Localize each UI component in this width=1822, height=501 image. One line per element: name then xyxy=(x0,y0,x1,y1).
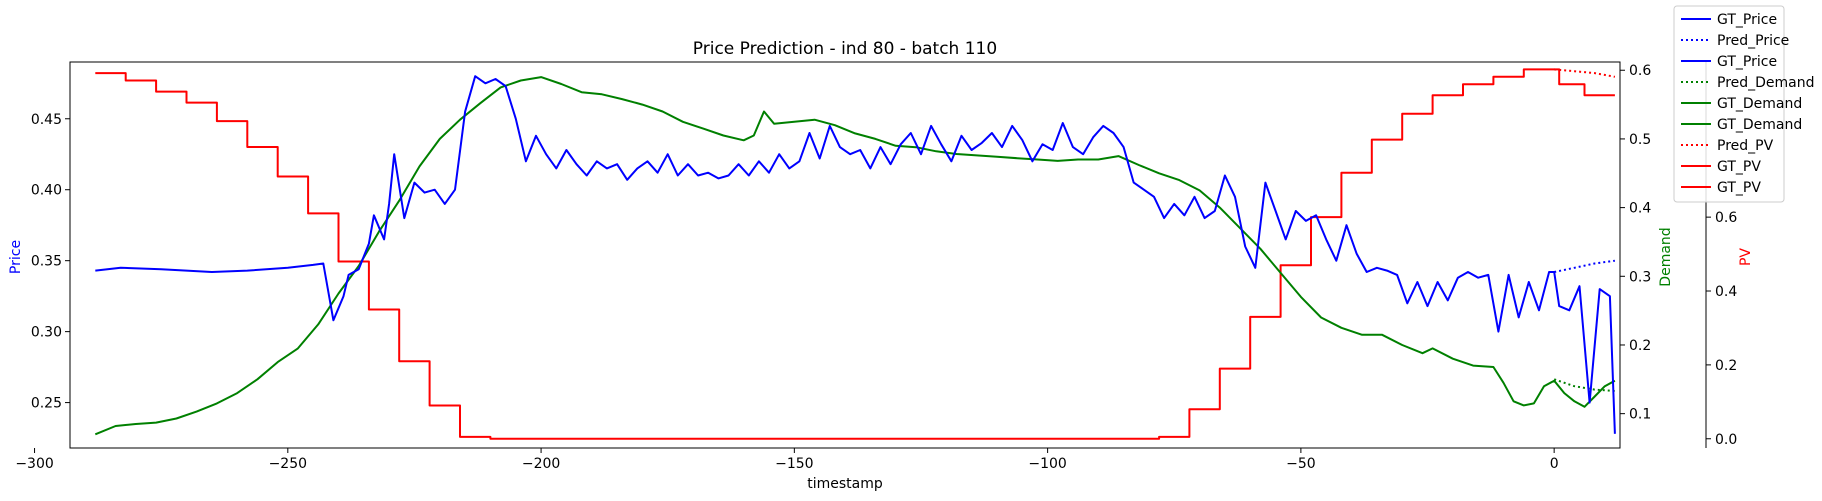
price-axis: 0.25 0.30 0.35 0.40 0.45 xyxy=(31,112,70,412)
price-axis-label: Price xyxy=(8,240,24,274)
series-line-pred-pv xyxy=(1554,68,1616,78)
series-line-pred-demand xyxy=(1553,378,1615,392)
legend-label: GT_Price xyxy=(1717,54,1777,70)
legend-label: GT_PV xyxy=(1717,159,1761,175)
x-tick-label: −50 xyxy=(1286,456,1316,472)
legend: GT_Price Pred_Price GT_Price Pred_Demand GT_… xyxy=(1673,5,1815,203)
demand-tick-label: 0.4 xyxy=(1629,201,1651,217)
pv-axis-label: PV xyxy=(1738,248,1754,266)
x-tick-label: −100 xyxy=(1028,456,1066,472)
plot-lines xyxy=(94,68,1616,440)
x-tick-label: −200 xyxy=(522,456,560,472)
legend-label: Pred_Price xyxy=(1717,33,1789,49)
series-line-pred-price xyxy=(1553,259,1616,273)
demand-tick-label: 0.5 xyxy=(1629,132,1651,148)
x-tick-label: −300 xyxy=(15,456,53,472)
legend-label: GT_Demand xyxy=(1717,96,1802,112)
legend-label: GT_Price xyxy=(1717,12,1777,28)
x-axis: −300 −250 −200 −150 −100 −50 0 xyxy=(15,448,1559,472)
legend-label: Pred_PV xyxy=(1717,138,1774,154)
pv-axis: 0.0 0.2 0.4 0.6 xyxy=(1705,62,1737,448)
demand-tick-label: 0.2 xyxy=(1629,338,1651,354)
series-line-gt-demand xyxy=(94,76,1616,436)
x-axis-label: timestamp xyxy=(807,476,883,492)
demand-tick-label: 0.3 xyxy=(1629,269,1651,285)
chart-title: Price Prediction - ind 80 - batch 110 xyxy=(693,39,997,59)
demand-tick-label: 0.6 xyxy=(1629,63,1651,79)
legend-label: GT_Demand xyxy=(1717,117,1802,133)
pv-tick-label: 0.0 xyxy=(1715,432,1737,448)
pv-tick-label: 0.2 xyxy=(1715,358,1737,374)
demand-axis: 0.1 0.2 0.3 0.4 0.5 0.6 xyxy=(1620,63,1651,423)
legend-label: Pred_Demand xyxy=(1717,75,1815,91)
price-tick-label: 0.25 xyxy=(31,396,62,412)
price-tick-label: 0.35 xyxy=(31,254,62,270)
price-tick-label: 0.40 xyxy=(31,183,62,199)
price-tick-label: 0.30 xyxy=(31,325,62,341)
x-tick-label: −250 xyxy=(269,456,307,472)
plot-frame xyxy=(69,61,1621,449)
demand-axis-label: Demand xyxy=(1658,227,1674,286)
legend-label: GT_PV xyxy=(1717,180,1761,196)
series-line-gt-price xyxy=(95,75,1616,434)
demand-tick-label: 0.1 xyxy=(1629,407,1651,423)
series-line-gt-pv xyxy=(95,68,1615,440)
legend-box xyxy=(1673,5,1785,203)
x-tick-label: 0 xyxy=(1550,456,1559,472)
x-tick-label: −150 xyxy=(775,456,813,472)
price-tick-label: 0.45 xyxy=(31,112,62,128)
pv-tick-label: 0.4 xyxy=(1715,284,1737,300)
pv-tick-label: 0.6 xyxy=(1715,210,1737,226)
